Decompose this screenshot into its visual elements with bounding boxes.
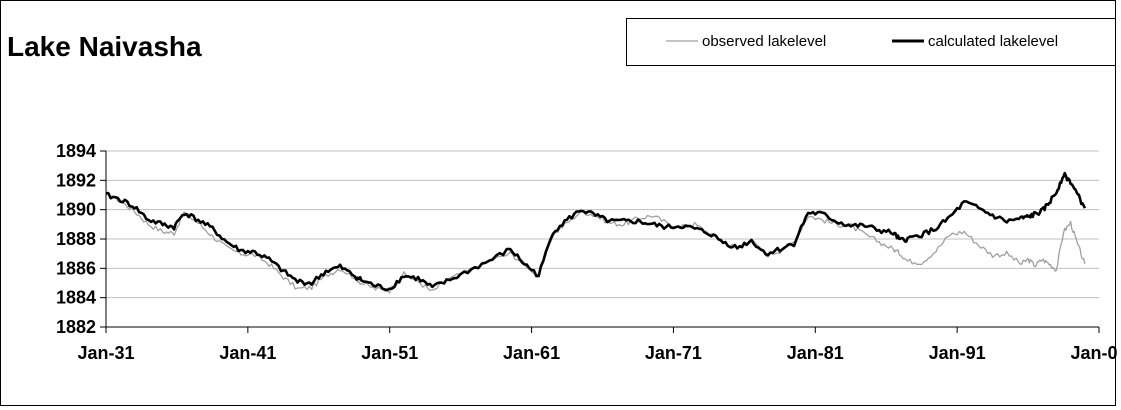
y-tick-label: 1890 <box>56 200 96 220</box>
legend-label-calculated: calculated lakelevel <box>928 32 1059 50</box>
y-tick-label: 1888 <box>56 229 96 249</box>
series-lines <box>105 171 1087 294</box>
y-tick-label: 1884 <box>56 288 96 308</box>
series-line-observed <box>105 190 1086 294</box>
x-tick-label: Jan-01 <box>1070 343 1117 363</box>
legend: observed lakelevel calculated lakelevel <box>626 18 1116 66</box>
axes <box>100 150 1100 333</box>
y-tick-label: 1886 <box>56 258 96 278</box>
y-tick-label: 1882 <box>56 317 96 337</box>
legend-label-observed: observed lakelevel <box>702 32 827 50</box>
gridlines <box>106 150 1099 299</box>
legend-swatch-observed <box>666 40 698 42</box>
legend-swatch-calculated <box>892 39 924 43</box>
y-tick-labels: 1882 1884 1886 1888 1890 1892 1894 <box>56 141 96 337</box>
x-tick-label: Jan-61 <box>503 343 560 363</box>
y-tick-label: 1894 <box>56 141 96 161</box>
x-tick-label: Jan-51 <box>361 343 418 363</box>
x-tick-label: Jan-71 <box>645 343 702 363</box>
series-line-calculated <box>105 171 1087 292</box>
x-tick-label: Jan-91 <box>929 343 986 363</box>
x-tick-label: Jan-31 <box>77 343 134 363</box>
x-tick-label: Jan-81 <box>787 343 844 363</box>
x-tick-labels: Jan-31 Jan-41 Jan-51 Jan-61 Jan-71 Jan-81 Jan-… <box>77 343 1117 363</box>
legend-item-calculated: calculated lakelevel <box>892 19 1058 63</box>
x-tick-label: Jan-41 <box>219 343 276 363</box>
chart-title: Lake Naivasha <box>7 31 202 62</box>
legend-item-observed: observed lakelevel <box>666 19 826 63</box>
y-tick-label: 1892 <box>56 170 96 190</box>
